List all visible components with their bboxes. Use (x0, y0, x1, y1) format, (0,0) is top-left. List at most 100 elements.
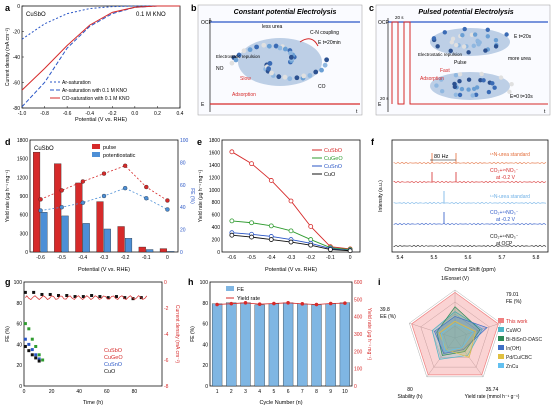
panel-g-point-2 (27, 342, 31, 346)
panel-e-point (268, 223, 274, 229)
radar-grid (443, 325, 467, 348)
panel-d-bar-pulse (96, 201, 104, 253)
panel-d-legend-label: potentiostatic (103, 153, 136, 159)
panel-c-atom (493, 44, 499, 49)
radar-axis-3: Stability (h) (397, 394, 422, 400)
panel-g-ylabel: FE (%) (5, 326, 11, 342)
panel-h-xtick-label: 2 (230, 389, 233, 395)
panel-h-legend-label: FE (237, 287, 244, 293)
panel-c-t: t (544, 109, 546, 115)
panel-g-ytick-label: 0 (19, 384, 22, 390)
panel-f-spectrum-1 (393, 180, 547, 183)
panel-c-atom (431, 36, 437, 41)
panel-e-point (347, 248, 353, 254)
panel-a-xtick-label: 0.2 (154, 111, 161, 117)
panel-g-point-3 (37, 359, 41, 363)
panel-c-atom (493, 37, 499, 43)
radar-series-3 (434, 316, 488, 354)
panel-b-atom (276, 74, 282, 80)
panel-e-point (229, 149, 235, 155)
panel-f-xlabel: Chemical Shift (ppm) (444, 267, 496, 273)
panel-a-cond: 0.1 M KNO (136, 12, 166, 18)
radar-val-2: 80 (407, 387, 413, 393)
panel-c-atom (507, 89, 512, 95)
panel-h: h Cycle Number (n) FE (%) Yield rate (μg… (188, 277, 372, 406)
panel-c: c Pulsed potential Electrolysis OCP E t … (369, 3, 551, 116)
panel-e-ylabel: Yield rate (μg h⁻¹ mg⁻¹) (198, 169, 204, 222)
panel-f-spectrum-0 (393, 162, 547, 164)
panel-g-point-0 (123, 296, 127, 300)
panel-g-y2tick-label: -8 (164, 384, 169, 390)
panel-c-atom (457, 92, 463, 98)
panel-h-y2tick-label: 400 (354, 315, 363, 321)
panel-c-atom (449, 40, 455, 45)
panel-d: d CuSbO Potential (V vs. RHE) Yield rate… (5, 137, 195, 273)
panel-c-atom (462, 26, 467, 32)
panel-a-tag: CuSbO (26, 12, 46, 18)
panel-h-xtick-label: 6 (287, 389, 290, 395)
panel-f-xtick-label: 5.6 (465, 255, 472, 261)
panel-a-legend-label: Ar-saturation (62, 80, 91, 86)
panel-c-atom (466, 77, 472, 82)
panel-h-letter: h (188, 277, 194, 287)
panel-c-atom (439, 77, 444, 82)
radar-legend-swatch (498, 363, 504, 368)
panel-g-point-3 (23, 344, 27, 348)
panel-e-point (308, 224, 314, 229)
panel-e-letter: e (197, 137, 202, 147)
panel-c-atom (454, 42, 459, 48)
panel-g-point-1 (30, 337, 34, 341)
panel-d-xtick-label: -0.4 (79, 255, 88, 261)
radar-grid (420, 301, 490, 368)
panel-b-atom (319, 67, 324, 73)
panel-g: g Time (h) FE (%) Current density (mA cm… (5, 277, 180, 406)
radar-legend-swatch (498, 327, 504, 332)
panel-f-xtick-label: 5.4 (397, 255, 404, 261)
panel-e-point (268, 178, 274, 183)
panel-b-atom (324, 57, 330, 63)
panel-h-yield-line (217, 302, 345, 305)
panel-c-atom (481, 78, 486, 83)
panel-h-yield-point (300, 302, 305, 306)
panel-e-xtick-label: -0.3 (287, 255, 296, 261)
panel-h-bar (240, 302, 251, 387)
panel-c-label-7: E t=20s (514, 34, 532, 40)
panel-f-xtick-label: 5.7 (499, 255, 506, 261)
panel-h-ylabel2: Yield rate (μg h⁻¹ mg⁻¹) (366, 308, 372, 361)
panel-d-xtick-label: -0.2 (121, 255, 130, 261)
panel-f-label-4: CO₂+¹⁴NO₃⁻ (490, 210, 519, 216)
panel-g-xtick-label: 20 (49, 389, 55, 395)
panel-c-label-3: Pulse (454, 60, 467, 66)
panel-g-point-1 (41, 358, 45, 362)
panel-e-ytick-label: 200 (212, 238, 221, 244)
panel-g-point-0 (48, 292, 52, 296)
panel-e-xlabel: Potential (V vs. RHE) (265, 267, 317, 273)
panel-h-xlabel: Cycle Number (n) (259, 400, 302, 406)
panel-f-spectrum-4 (393, 245, 547, 248)
panel-d-fe-point (165, 198, 170, 203)
radar-series-0 (411, 291, 499, 376)
panel-c-label-5: Adsorption (420, 76, 444, 82)
panel-c-label-0: 20 s (395, 15, 404, 20)
panel-c-pulse-line (391, 21, 548, 105)
panel-f: f Chemical Shift (ppm) Intensity (a.u.) … (371, 137, 549, 273)
panel-b: b Constant potential Electrolysis OCP E … (191, 3, 363, 116)
radar-series-5 (440, 323, 474, 353)
radar-legend-label: This work (506, 319, 528, 325)
panel-e-point (308, 242, 314, 248)
panel-g-point-3 (34, 356, 38, 360)
panel-f-letter: f (371, 137, 375, 147)
panel-h-y2tick-label: 600 (354, 280, 363, 286)
panel-c-atom (485, 34, 491, 39)
panel-e-ytick-label: 1600 (209, 150, 220, 156)
panel-f-gap: 80 Hz (434, 154, 449, 160)
panel-d-fe-point (144, 184, 149, 190)
panel-e-xtick-label: -0.6 (228, 255, 237, 261)
panel-f-spectrum-2 (393, 202, 547, 204)
panel-a-ytick-label: 0 (17, 4, 20, 10)
panel-b-label-4: Slow (240, 76, 251, 82)
panel-d-tag: CuSbO (34, 146, 54, 152)
panel-g-point-0 (90, 294, 94, 298)
panel-c-atom (473, 92, 479, 97)
panel-e-point (229, 218, 235, 224)
